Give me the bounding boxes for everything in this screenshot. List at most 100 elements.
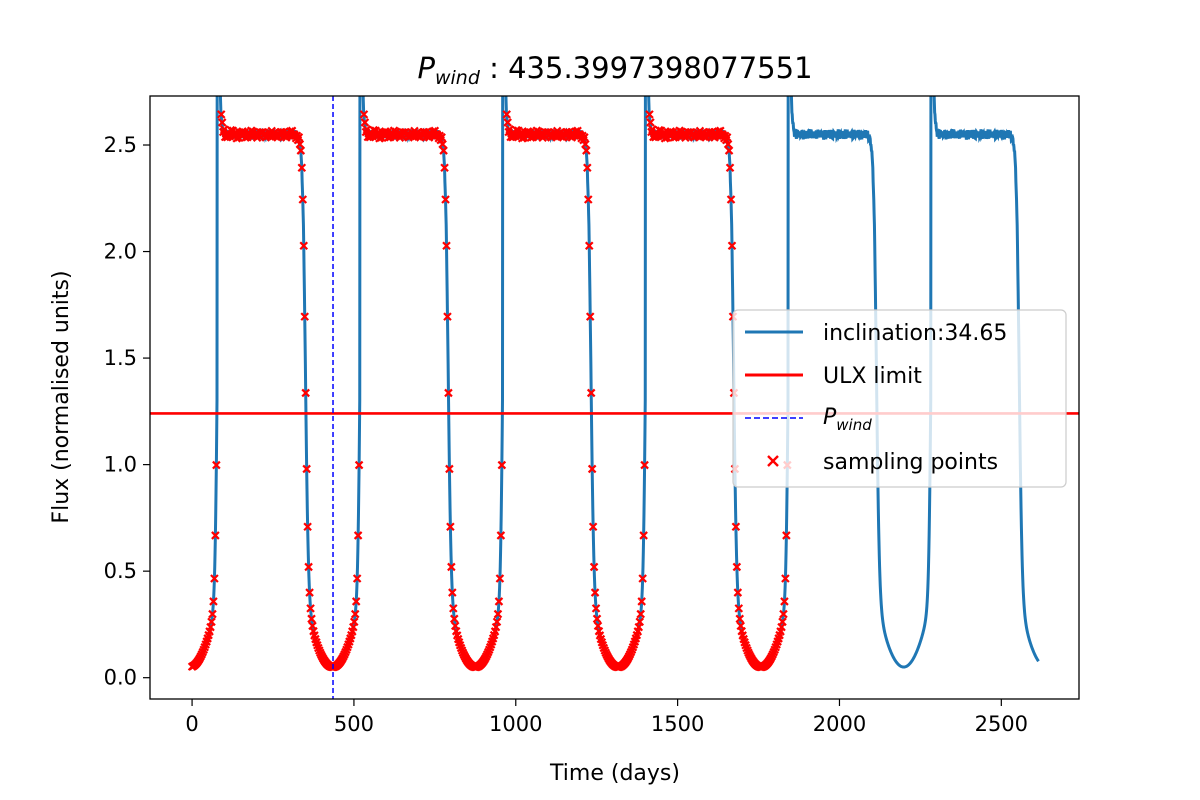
sampling-point [300, 312, 310, 321]
sampling-point [638, 574, 647, 583]
sampling-point [781, 574, 790, 583]
sampling-point [584, 241, 594, 250]
x-tick-label: 2000 [813, 712, 866, 736]
sampling-point [588, 522, 598, 532]
sampling-point [646, 118, 655, 127]
y-tick-label: 0.0 [104, 666, 137, 690]
sampling-point [305, 588, 314, 597]
sampling-point [723, 139, 733, 149]
sampling-point [352, 574, 362, 583]
legend-inclination-label: inclination:34.65 [823, 321, 1007, 346]
y-tick-label: 1.0 [104, 453, 137, 477]
sampling-point [207, 617, 216, 627]
sampling-point [302, 464, 311, 474]
sampling-point [722, 133, 732, 142]
sampling-point [442, 241, 451, 250]
x-axis-label: Time (days) [549, 761, 680, 786]
sampling-point [640, 460, 649, 470]
sampling-point [304, 562, 313, 572]
sampling-point [350, 609, 360, 619]
sampling-point [298, 195, 308, 204]
sampling-point [581, 139, 590, 149]
x-tick-label: 2500 [975, 712, 1028, 736]
sampling-point [438, 139, 447, 149]
sampling-point [497, 460, 507, 470]
sampling-point [444, 388, 453, 398]
sampling-point [301, 388, 310, 398]
sampling-point [354, 460, 364, 470]
plot-frame [149, 95, 1080, 700]
sampling-point [779, 609, 788, 619]
sampling-point [636, 609, 645, 619]
sampling-point [495, 574, 505, 583]
sampling-point [726, 195, 736, 204]
sampling-point [494, 597, 504, 606]
chart-title: Pwind : 435.3997398077551 [417, 51, 812, 89]
axis-ticks: 0 500 1000 1500 2000 2500 0.0 0.5 1.0 1.5 2.0 2.5 [104, 133, 1028, 736]
sampling-point [493, 609, 503, 619]
sampling-point [583, 163, 592, 172]
sampling-point [590, 588, 600, 597]
sampling-points-layer [187, 110, 792, 672]
sampling-point [585, 312, 595, 321]
sampling-point [295, 139, 305, 149]
sampling-point [441, 195, 450, 204]
sampling-point [448, 588, 457, 597]
sampling-point [446, 522, 455, 532]
sampling-point [211, 531, 220, 540]
sampling-point [299, 241, 309, 250]
x-tick-label: 0 [185, 712, 198, 736]
sampling-point [587, 464, 597, 474]
x-tick-label: 500 [334, 712, 374, 736]
sampling-point [725, 163, 735, 172]
sampling-point [437, 133, 446, 142]
legend-ulx-label: ULX limit [823, 364, 922, 389]
sampling-point [592, 614, 602, 624]
legend-sampling-swatch [767, 455, 779, 467]
sampling-point [782, 531, 791, 540]
sampling-point [637, 597, 646, 606]
sampling-point [445, 464, 454, 474]
sampling-point [208, 609, 217, 619]
sampling-point [449, 614, 459, 624]
sampling-point [582, 146, 591, 155]
y-tick-label: 0.5 [104, 559, 137, 583]
sampling-point [492, 617, 502, 627]
sampling-point [732, 562, 742, 572]
x-tick-label: 1000 [489, 712, 542, 736]
sampling-point [351, 597, 361, 606]
sampling-point [443, 312, 452, 321]
sampling-point [735, 614, 745, 624]
sampling-point [209, 597, 218, 606]
sampling-point [584, 195, 593, 204]
sampling-point [589, 562, 599, 572]
sampling-point [639, 531, 648, 540]
sampling-point [440, 163, 449, 172]
sampling-point [353, 531, 363, 540]
legend-sampling-label: sampling points [823, 450, 998, 475]
sampling-point [724, 146, 734, 155]
sampling-point [586, 388, 596, 398]
sampling-point [449, 604, 458, 613]
sampling-point [349, 617, 359, 627]
sampling-point [216, 110, 226, 119]
sampling-point [212, 460, 221, 470]
legend: inclination:34.65 ULX limit Pwind sampli… [732, 309, 1067, 488]
y-tick-label: 2.0 [104, 240, 137, 264]
sampling-point [359, 110, 369, 119]
sampling-point [635, 617, 645, 627]
sampling-point [296, 146, 306, 155]
sampling-point [778, 617, 787, 627]
x-tick-label: 1500 [651, 712, 704, 736]
sampling-point [306, 604, 315, 613]
sampling-point [303, 522, 312, 532]
sampling-point [645, 110, 654, 119]
sampling-point [496, 531, 506, 540]
sampling-point [502, 110, 511, 119]
sampling-point [734, 604, 744, 613]
sampling-point [447, 562, 456, 572]
sampling-point [780, 597, 789, 606]
legend-pwind-label: Pwind [823, 405, 872, 434]
sampling-point [210, 574, 219, 583]
